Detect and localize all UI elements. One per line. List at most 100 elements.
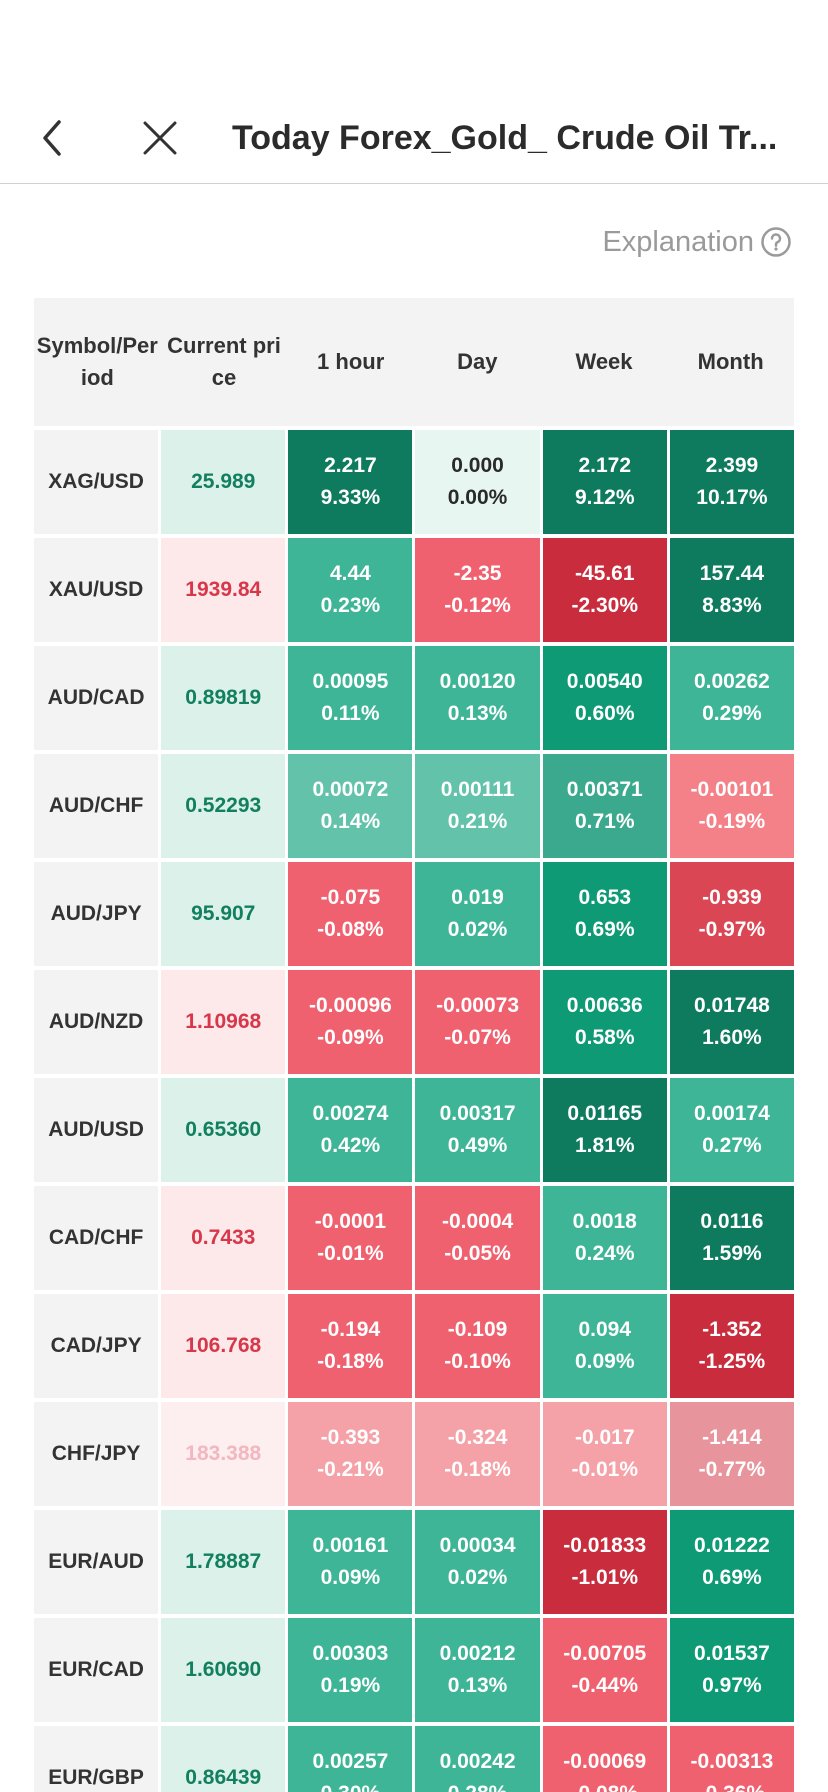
symbol-cell: CHF/JPY <box>34 1402 159 1506</box>
change-percent: -0.21% <box>317 1458 384 1481</box>
change-value: -0.017 <box>574 1426 635 1449</box>
table-row[interactable]: AUD/USD 0.65360 0.00274 0.42% 0.00317 0.49% 0.… <box>34 1078 794 1186</box>
back-button[interactable] <box>33 118 73 158</box>
table-row[interactable]: XAU/USD 1939.84 4.44 0.23% -2.35 -0.12% -45.61… <box>34 538 794 646</box>
current-price-cell: 1.78887 <box>161 1510 286 1614</box>
table-row[interactable]: AUD/JPY 95.907 -0.075 -0.08% 0.019 0.02% 0.653… <box>34 862 794 970</box>
change-cell-day: -0.324 -0.18% <box>415 1402 540 1506</box>
change-value: 2.172 <box>578 454 632 477</box>
change-value: -0.0004 <box>441 1210 514 1233</box>
header-symbol-period: Symbol/Period <box>36 333 158 390</box>
table-row[interactable]: XAG/USD 25.989 2.217 9.33% 0.000 0.00% 2.172 9.… <box>34 430 794 538</box>
change-value: 0.00257 <box>312 1750 389 1773</box>
header-current-price: Current price <box>167 333 281 390</box>
change-percent: 10.17% <box>696 486 768 509</box>
change-value: -0.00101 <box>690 778 774 801</box>
change-value: 0.01537 <box>693 1642 770 1665</box>
change-cell-month: -1.352 -1.25% <box>669 1294 794 1398</box>
change-cell-week: 0.094 0.09% <box>542 1294 667 1398</box>
change-cell-month: -0.00313 -0.36% <box>669 1726 794 1792</box>
change-percent: -0.97% <box>698 918 766 941</box>
header-month: Month <box>697 349 764 374</box>
change-percent: 0.13% <box>447 1674 508 1697</box>
change-value: 0.094 <box>578 1318 632 1341</box>
change-percent: -0.12% <box>444 594 511 617</box>
change-value: 0.00274 <box>312 1102 389 1125</box>
change-value: 0.01748 <box>693 994 770 1017</box>
change-cell-month: 2.399 10.17% <box>669 430 794 534</box>
current-price-cell: 0.52293 <box>161 754 286 858</box>
change-value: 4.44 <box>329 562 371 585</box>
change-cell-month: 0.01222 0.69% <box>669 1510 794 1614</box>
change-percent: 0.09% <box>574 1350 635 1373</box>
change-value: 0.00540 <box>566 670 643 693</box>
change-percent: 0.09% <box>320 1566 381 1589</box>
symbol-cell: EUR/CAD <box>34 1618 159 1722</box>
change-cell-week: 0.00540 0.60% <box>542 646 667 750</box>
current-price-cell: 1.10968 <box>161 970 286 1074</box>
change-percent: 0.19% <box>320 1674 381 1697</box>
change-value: 2.217 <box>324 454 377 477</box>
symbol-cell: AUD/JPY <box>34 862 159 966</box>
symbol-cell: EUR/AUD <box>34 1510 159 1614</box>
symbol-cell: CAD/CHF <box>34 1186 159 1290</box>
table-row[interactable]: CHF/JPY 183.388 -0.393 -0.21% -0.324 -0.18% -0… <box>34 1402 794 1510</box>
change-cell-week: 0.0018 0.24% <box>542 1186 667 1290</box>
change-value: -0.00069 <box>563 1750 647 1773</box>
chevron-left-icon <box>43 120 61 156</box>
change-percent: 1.81% <box>574 1134 635 1157</box>
current-price-cell: 106.768 <box>161 1294 286 1398</box>
change-value: -0.194 <box>320 1318 381 1341</box>
close-button[interactable] <box>140 118 180 158</box>
change-cell-1-hour: 2.217 9.33% <box>288 430 413 534</box>
change-percent: 8.83% <box>702 594 762 617</box>
change-value: 0.00120 <box>439 670 516 693</box>
change-value: 0.019 <box>451 886 504 909</box>
explanation-label: Explanation <box>602 225 754 258</box>
change-cell-1-hour: 0.00303 0.19% <box>288 1618 413 1722</box>
table-body: XAG/USD 25.989 2.217 9.33% 0.000 0.00% 2.172 9.… <box>34 430 794 1792</box>
change-value: 0.00161 <box>312 1534 389 1557</box>
header-week: Week <box>575 349 633 374</box>
change-percent: -0.19% <box>698 810 766 833</box>
change-value: 0.01222 <box>693 1534 770 1557</box>
change-percent: -0.07% <box>444 1026 511 1049</box>
table-row[interactable]: CAD/CHF 0.7433 -0.0001 -0.01% -0.0004 -0.05% 0… <box>34 1186 794 1294</box>
change-cell-month: -0.939 -0.97% <box>669 862 794 966</box>
table-row[interactable]: AUD/CAD 0.89819 0.00095 0.11% 0.00120 0.13% 0.… <box>34 646 794 754</box>
change-cell-week: -0.00069 -0.08% <box>542 1726 667 1792</box>
change-value: 0.000 <box>451 454 504 477</box>
change-cell-day: -0.109 -0.10% <box>415 1294 540 1398</box>
change-cell-month: -1.414 -0.77% <box>669 1402 794 1506</box>
current-price-cell: 183.388 <box>161 1402 286 1506</box>
table-row[interactable]: AUD/CHF 0.52293 0.00072 0.14% 0.00111 0.21% 0.… <box>34 754 794 862</box>
current-price-cell: 0.7433 <box>161 1186 286 1290</box>
change-percent: 0.28% <box>448 1778 508 1792</box>
change-value: -0.109 <box>447 1318 508 1341</box>
change-cell-day: -0.00073 -0.07% <box>415 970 540 1074</box>
table-row[interactable]: CAD/JPY 106.768 -0.194 -0.18% -0.109 -0.10% 0.… <box>34 1294 794 1402</box>
change-cell-day: 0.000 0.00% <box>415 430 540 534</box>
symbol-cell: XAG/USD <box>34 430 159 534</box>
change-value: -0.00705 <box>563 1642 647 1665</box>
change-value: 0.00371 <box>566 778 643 801</box>
change-percent: -0.10% <box>444 1350 511 1373</box>
table-row[interactable]: EUR/AUD 1.78887 0.00161 0.09% 0.00034 0.02% -0… <box>34 1510 794 1618</box>
change-cell-1-hour: 0.00274 0.42% <box>288 1078 413 1182</box>
explanation-link[interactable]: Explanation <box>602 224 792 260</box>
change-cell-day: 0.00111 0.21% <box>415 754 540 858</box>
change-value: 0.00095 <box>312 670 389 693</box>
header-1-hour: 1 hour <box>317 349 385 374</box>
change-percent: -1.01% <box>571 1566 639 1589</box>
change-percent: -1.25% <box>698 1350 766 1373</box>
table-row[interactable]: EUR/CAD 1.60690 0.00303 0.19% 0.00212 0.13% -0… <box>34 1618 794 1726</box>
change-percent: 9.12% <box>574 486 635 509</box>
change-percent: 0.42% <box>320 1134 381 1157</box>
symbol-cell: EUR/GBP <box>34 1726 159 1792</box>
symbol-cell: AUD/NZD <box>34 970 159 1074</box>
change-percent: -2.30% <box>571 594 639 617</box>
table-row[interactable]: AUD/NZD 1.10968 -0.00096 -0.09% -0.00073 -0.0… <box>34 970 794 1078</box>
change-value: 0.00636 <box>566 994 643 1017</box>
change-percent: 0.02% <box>447 918 508 941</box>
